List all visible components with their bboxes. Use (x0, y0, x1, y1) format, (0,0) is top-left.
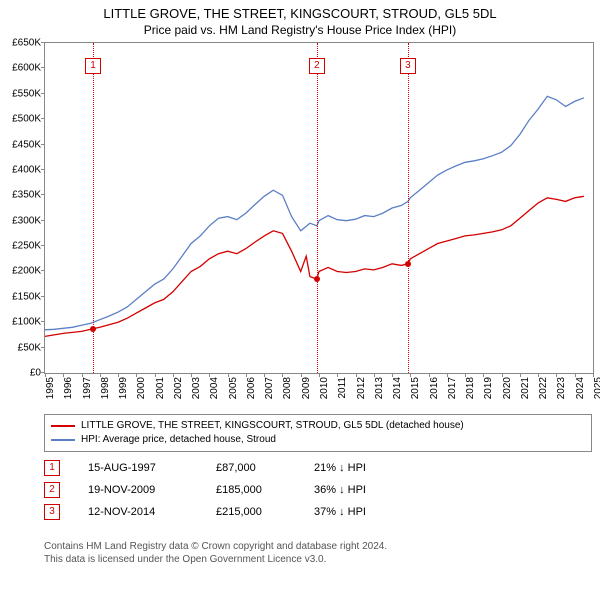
x-axis-tick-label: 1997 (82, 377, 93, 399)
y-axis-tick-label: £200K (12, 266, 41, 277)
x-axis-tick-label: 2017 (447, 377, 458, 399)
event-row: 3 12-NOV-2014 £215,000 37% ↓ HPI (44, 504, 366, 520)
x-axis-tick-label: 2008 (282, 377, 293, 399)
y-axis-tick (41, 118, 45, 119)
y-axis-tick-label: £500K (12, 114, 41, 125)
y-axis-tick (41, 347, 45, 348)
price-events-list: 1 15-AUG-1997 £87,000 21% ↓ HPI 2 19-NOV-2009… (44, 460, 366, 526)
x-axis-tick-label: 2004 (209, 377, 220, 399)
y-axis-tick (41, 321, 45, 322)
legend-label: HPI: Average price, detached house, Stro… (81, 433, 276, 447)
chart-svg (45, 43, 593, 373)
x-axis-tick-label: 2019 (483, 377, 494, 399)
y-axis-tick-label: £550K (12, 88, 41, 99)
y-axis-tick (41, 42, 45, 43)
x-axis-tick-label: 1996 (63, 377, 74, 399)
attribution-line: This data is licensed under the Open Gov… (44, 553, 387, 566)
y-axis-tick (41, 169, 45, 170)
series-hpi (45, 96, 584, 329)
y-axis-tick (41, 220, 45, 221)
y-axis-tick (41, 67, 45, 68)
attribution-line: Contains HM Land Registry data © Crown c… (44, 540, 387, 553)
y-axis-tick-label: £300K (12, 215, 41, 226)
chart-subtitle: Price paid vs. HM Land Registry's House … (0, 23, 600, 37)
y-axis-tick-label: £650K (12, 38, 41, 49)
x-axis-tick-label: 2013 (374, 377, 385, 399)
x-axis-tick-label: 2012 (356, 377, 367, 399)
y-axis-tick-label: £150K (12, 291, 41, 302)
x-axis-tick-label: 2003 (191, 377, 202, 399)
y-axis-tick-label: £350K (12, 190, 41, 201)
y-axis-tick (41, 93, 45, 94)
x-axis-tick-label: 2011 (337, 377, 348, 399)
y-axis-tick-label: £450K (12, 139, 41, 150)
event-vline (317, 43, 318, 373)
y-axis-tick (41, 144, 45, 145)
chart-legend: LITTLE GROVE, THE STREET, KINGSCOURT, ST… (44, 414, 592, 452)
legend-label: LITTLE GROVE, THE STREET, KINGSCOURT, ST… (81, 419, 464, 433)
y-axis-tick-label: £100K (12, 317, 41, 328)
legend-item: LITTLE GROVE, THE STREET, KINGSCOURT, ST… (51, 419, 585, 433)
event-row: 1 15-AUG-1997 £87,000 21% ↓ HPI (44, 460, 366, 476)
y-axis-tick (41, 245, 45, 246)
event-dot (314, 276, 320, 282)
event-diff: 21% ↓ HPI (314, 462, 366, 474)
y-axis-tick-label: £0 (30, 368, 41, 379)
x-axis-tick-label: 2015 (410, 377, 421, 399)
event-marker: 3 (400, 58, 416, 74)
event-index-box: 3 (44, 504, 60, 520)
event-index-box: 1 (44, 460, 60, 476)
event-diff: 37% ↓ HPI (314, 506, 366, 518)
x-axis-tick-label: 2021 (520, 377, 531, 399)
event-dot (405, 261, 411, 267)
x-axis-tick-label: 2018 (465, 377, 476, 399)
legend-swatch (51, 439, 75, 441)
chart-plot-area: £0£50K£100K£150K£200K£250K£300K£350K£400… (44, 42, 594, 374)
event-price: £215,000 (216, 506, 286, 518)
y-axis-tick (41, 194, 45, 195)
x-axis-tick-label: 1999 (118, 377, 129, 399)
event-date: 15-AUG-1997 (88, 462, 188, 474)
event-vline (93, 43, 94, 373)
x-axis-tick-label: 2010 (319, 377, 330, 399)
event-marker: 1 (85, 58, 101, 74)
x-axis-tick-label: 2020 (502, 377, 513, 399)
event-vline (408, 43, 409, 373)
x-axis-tick-label: 2016 (429, 377, 440, 399)
x-axis-tick-label: 2014 (392, 377, 403, 399)
x-axis-tick-label: 2025 (593, 377, 600, 399)
event-marker: 2 (309, 58, 325, 74)
y-axis-tick (41, 296, 45, 297)
x-axis-tick-label: 2007 (264, 377, 275, 399)
y-axis-tick-label: £600K (12, 63, 41, 74)
event-date: 19-NOV-2009 (88, 484, 188, 496)
x-axis-tick-label: 2022 (538, 377, 549, 399)
x-axis-tick-label: 2002 (173, 377, 184, 399)
event-price: £185,000 (216, 484, 286, 496)
x-axis-tick-label: 2023 (556, 377, 567, 399)
event-diff: 36% ↓ HPI (314, 484, 366, 496)
attribution-text: Contains HM Land Registry data © Crown c… (44, 540, 387, 566)
x-axis-tick-label: 2000 (136, 377, 147, 399)
legend-item: HPI: Average price, detached house, Stro… (51, 433, 585, 447)
event-price: £87,000 (216, 462, 286, 474)
x-axis-tick-label: 2009 (301, 377, 312, 399)
event-row: 2 19-NOV-2009 £185,000 36% ↓ HPI (44, 482, 366, 498)
legend-swatch (51, 425, 75, 427)
event-index-box: 2 (44, 482, 60, 498)
x-axis-tick-label: 1995 (45, 377, 56, 399)
y-axis-tick (41, 270, 45, 271)
event-dot (90, 326, 96, 332)
series-price_paid (45, 196, 584, 336)
x-axis-tick-label: 2005 (228, 377, 239, 399)
x-axis-tick-label: 1998 (100, 377, 111, 399)
y-axis-tick-label: £400K (12, 164, 41, 175)
x-axis-tick-label: 2024 (575, 377, 586, 399)
chart-title: LITTLE GROVE, THE STREET, KINGSCOURT, ST… (0, 0, 600, 21)
event-date: 12-NOV-2014 (88, 506, 188, 518)
y-axis-tick-label: £50K (18, 342, 41, 353)
x-axis-tick-label: 2001 (155, 377, 166, 399)
y-axis-tick-label: £250K (12, 241, 41, 252)
x-axis-tick-label: 2006 (246, 377, 257, 399)
